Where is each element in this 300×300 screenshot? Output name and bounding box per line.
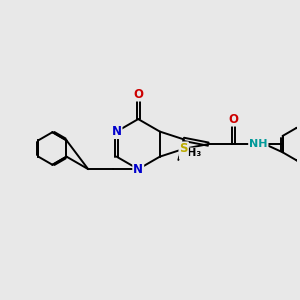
Text: O: O — [133, 88, 143, 100]
Text: N: N — [133, 163, 143, 176]
Text: NH: NH — [249, 139, 268, 149]
Text: N: N — [112, 125, 122, 138]
Text: S: S — [179, 142, 188, 155]
Text: CH₃: CH₃ — [180, 148, 202, 158]
Text: O: O — [228, 112, 238, 126]
